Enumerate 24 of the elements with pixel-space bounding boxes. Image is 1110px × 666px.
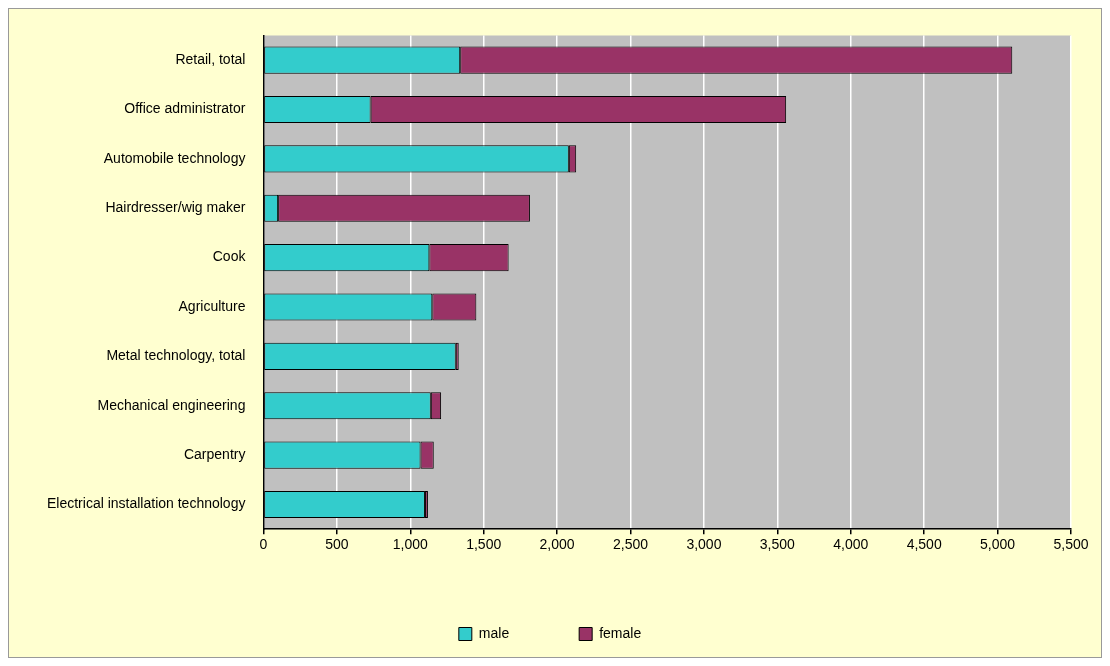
x-tick-label: 3,500 <box>759 536 796 553</box>
y-tick-label: Automobile technology <box>103 149 246 166</box>
y-tick-label: Metal technology, total <box>106 347 246 364</box>
x-tick-label: 2,000 <box>539 536 575 553</box>
x-tick-label: 0 <box>259 536 268 553</box>
x-tick-label: 2,500 <box>612 536 649 553</box>
x-tick-label: 5,000 <box>980 536 1016 553</box>
x-tick-label: 4,500 <box>906 536 942 553</box>
y-tick-label: Cook <box>212 248 247 265</box>
y-tick-label: Office administrator <box>124 100 246 117</box>
x-tick-label: 3,000 <box>686 536 722 553</box>
y-tick-label: Retail, total <box>175 50 246 67</box>
x-tick-label: 500 <box>325 536 349 553</box>
x-tick-label: 5,500 <box>1053 536 1089 553</box>
legend-label: female <box>599 624 642 641</box>
x-tick-label: 1,000 <box>392 536 428 553</box>
legend-label: male <box>478 624 510 641</box>
x-tick-label: 1,500 <box>466 536 502 553</box>
y-tick-label: Carpentry <box>183 445 246 462</box>
y-tick-label: Agriculture <box>178 297 246 314</box>
y-tick-label: Hairdresser/wig maker <box>105 199 246 216</box>
y-tick-label: Mechanical engineering <box>97 396 246 413</box>
x-tick-label: 4,000 <box>833 536 869 553</box>
y-tick-label: Electrical installation technology <box>46 495 246 512</box>
